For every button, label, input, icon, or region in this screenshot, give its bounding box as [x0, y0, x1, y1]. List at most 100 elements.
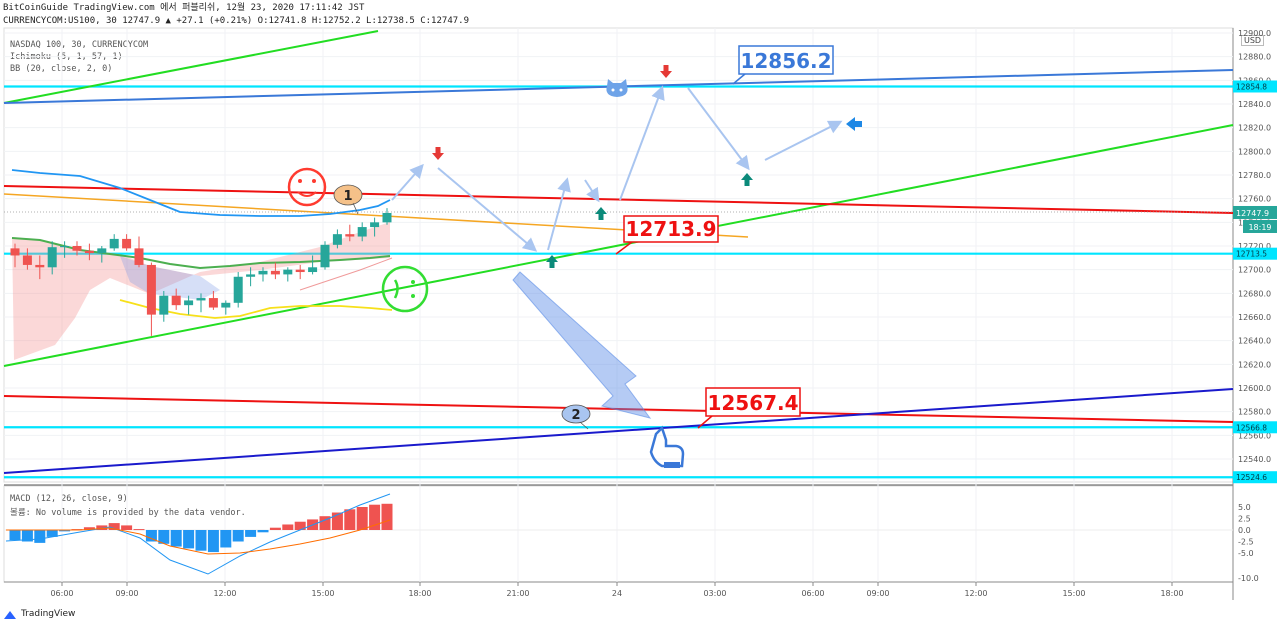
time-tick-label: 12:00: [964, 589, 987, 598]
countdown-bg: [1243, 219, 1277, 233]
candle-body: [196, 298, 206, 301]
time-tick-label: 24: [612, 589, 622, 598]
macd-histogram-bar: [108, 523, 120, 530]
up-arrow-icon: [741, 173, 753, 186]
projection-arrow: [619, 85, 665, 201]
big-down-arrow: [512, 271, 652, 419]
projection-arrow: [547, 177, 571, 251]
symbol-legend[interactable]: NASDAQ 100, 30, CURRENCYCOM: [10, 40, 149, 50]
bb-legend[interactable]: BB (20, close, 2, 0): [10, 64, 113, 74]
time-tick-label: 18:00: [408, 589, 431, 598]
time-tick-label: 15:00: [311, 589, 334, 598]
level-label: 12854.8: [1236, 82, 1267, 91]
macd-tick-label: -5.0: [1238, 549, 1254, 558]
cat-icon-eye: [611, 88, 615, 92]
price-tick-label: 12540.0: [1238, 455, 1271, 464]
callout-2-bubble: [561, 404, 591, 424]
projection-arrow: [437, 167, 538, 252]
macd-histogram-bar: [207, 530, 219, 553]
currency-unit[interactable]: USD: [1241, 35, 1265, 46]
smile-face-mouth: [297, 191, 317, 197]
cat-icon-eye: [619, 88, 623, 92]
macd-histogram-bar: [282, 524, 294, 530]
price-tick-label: 12660.0: [1238, 313, 1271, 322]
candle-body: [382, 212, 392, 223]
candle-body: [159, 295, 169, 315]
candle-body: [221, 302, 231, 308]
smile-face-icon: [287, 167, 327, 207]
macd-histogram-bar: [183, 530, 195, 549]
projection-arrow: [764, 120, 843, 161]
smile-face-eye: [312, 179, 316, 183]
macd-histogram-bar: [369, 504, 381, 530]
candle-body: [233, 276, 243, 303]
down-arrow-icon: [660, 65, 672, 78]
ichimoku-cloud-blue: [120, 256, 220, 300]
green-trend-line-lower: [3, 124, 1234, 367]
callout-1-pointer: [352, 202, 359, 215]
time-tick-label: 18:00: [1160, 589, 1183, 598]
time-tick-label: 12:00: [213, 589, 236, 598]
macd-histogram-bar: [356, 507, 368, 530]
level-label-bg: [1233, 247, 1277, 260]
volume-note: 볼륨: No volume is provided by the data ve…: [10, 508, 246, 518]
macd-histogram-bar: [294, 521, 306, 530]
target-high-leader: [732, 73, 746, 85]
macd-histogram-bar: [220, 530, 232, 548]
level-label-bg: [1233, 471, 1277, 484]
candle-body: [357, 227, 367, 237]
symbol-ohlc-header: CURRENCYCOM:US100, 30 12747.9 ▲ +27.1 (+…: [3, 16, 469, 26]
down-arrow-icon: [432, 147, 444, 160]
sad-face-mouth: [393, 279, 399, 299]
target-high-label: 12856.2: [740, 49, 831, 73]
tradingview-icon: [4, 610, 18, 619]
candle-body: [320, 244, 330, 268]
sad-face-icon: [381, 265, 429, 313]
cat-icon: [606, 79, 628, 97]
macd-histogram-bar: [195, 530, 207, 551]
callout-1-bubble: [333, 184, 363, 206]
candle-body: [270, 270, 280, 275]
tradingview-logo-text: TradingView: [21, 609, 76, 619]
time-tick-label: 09:00: [115, 589, 138, 598]
price-tick-label: 12720.0: [1238, 242, 1271, 251]
price-tick-label: 12760.0: [1238, 195, 1271, 204]
price-tick-label: 12640.0: [1238, 337, 1271, 346]
price-tick-label: 12800.0: [1238, 147, 1271, 156]
green-trend-line-upper: [3, 30, 379, 104]
macd-histogram-bar: [59, 530, 71, 532]
candle-body: [109, 238, 119, 249]
macd-histogram-bar: [121, 525, 133, 530]
projection-arrow: [584, 179, 600, 203]
target-mid-leader: [615, 241, 633, 255]
candle-body: [246, 274, 256, 277]
price-tick-label: 12580.0: [1238, 408, 1271, 417]
callout-2-label: 2: [571, 408, 580, 423]
candle-body: [134, 248, 144, 265]
ichimoku-span-line: [299, 257, 393, 291]
candle-body: [10, 248, 20, 256]
price-tick-label: 12600.0: [1238, 384, 1271, 393]
target-low-box: [705, 387, 801, 417]
price-tick-label: 12880.0: [1238, 53, 1271, 62]
bb-upper-line: [11, 169, 391, 217]
price-tick-label: 12680.0: [1238, 289, 1271, 298]
candle-body: [97, 248, 107, 254]
left-arrow-icon: [846, 117, 862, 131]
candle-body: [258, 270, 268, 275]
candle-body: [72, 246, 82, 251]
candle-body: [184, 300, 194, 306]
macd-tick-label: 0.0: [1238, 526, 1251, 535]
macd-line: [5, 493, 391, 575]
projection-arrow: [391, 163, 424, 201]
macd-legend[interactable]: MACD (12, 26, close, 9): [10, 494, 128, 504]
level-label-bg: [1233, 421, 1277, 434]
candle-body: [22, 255, 32, 265]
macd-histogram-bar: [245, 530, 257, 537]
sad-face-eye: [411, 294, 415, 298]
target-mid-box: [623, 215, 719, 243]
macd-histogram-bar: [34, 530, 46, 543]
hand-pointer-cuff: [664, 462, 680, 468]
candle-body: [84, 250, 94, 254]
